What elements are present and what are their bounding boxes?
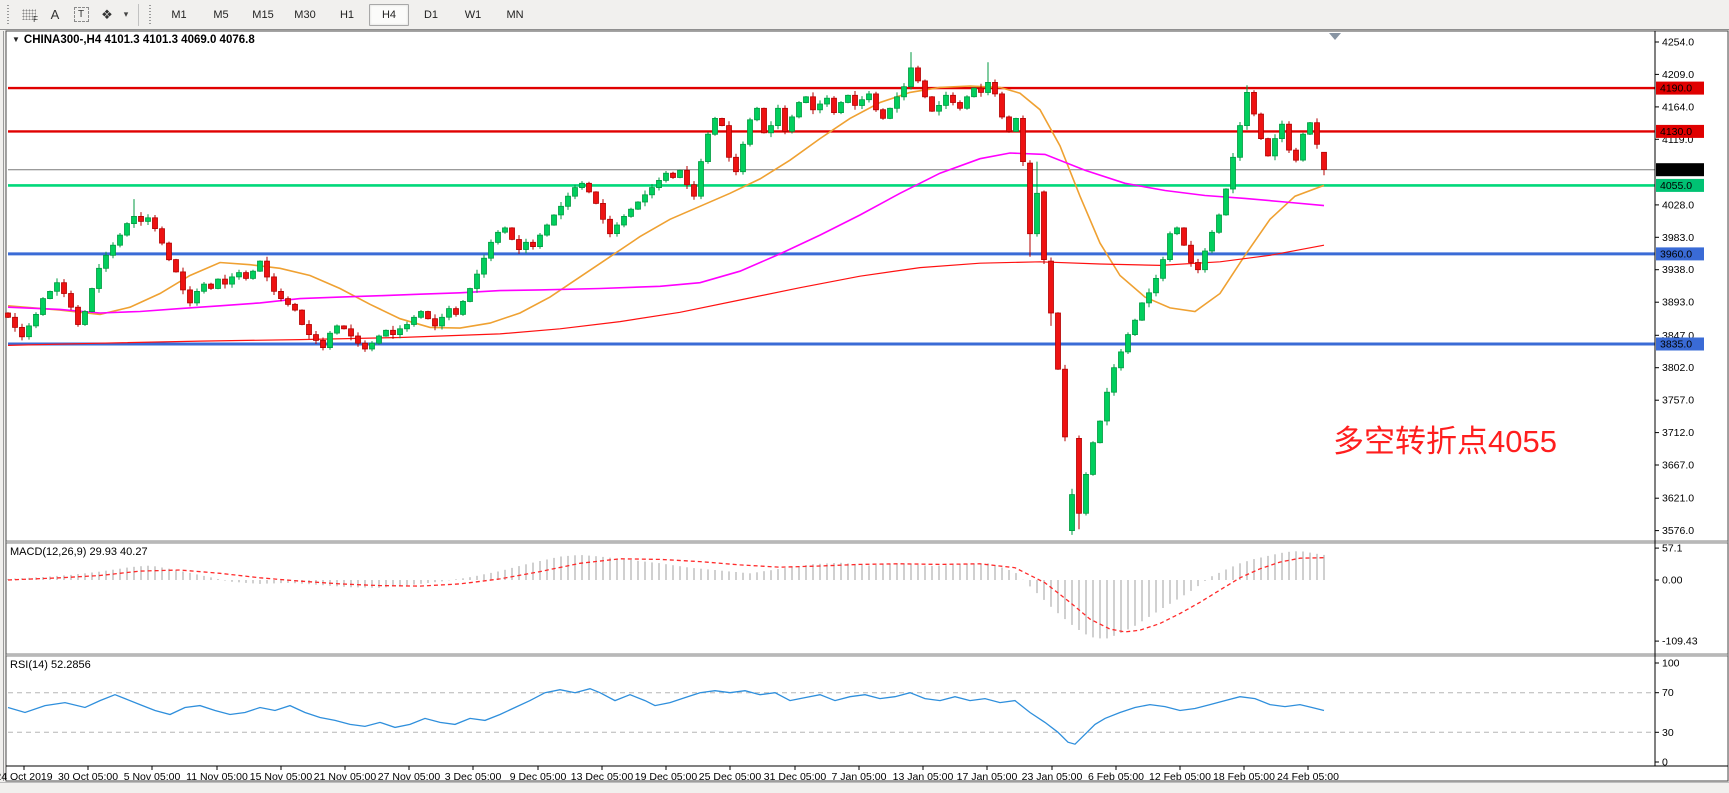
svg-text:3621.0: 3621.0 [1662,493,1694,505]
svg-text:6 Feb 05:00: 6 Feb 05:00 [1088,771,1144,783]
rsi-layer [7,688,1655,745]
ma-orange [7,85,1325,329]
timeframe-drag-grip[interactable] [149,4,154,25]
svg-text:4254.0: 4254.0 [1662,37,1694,49]
svg-text:3983.0: 3983.0 [1662,232,1694,244]
svg-text:7 Jan 05:00: 7 Jan 05:00 [832,771,887,783]
svg-text:5 Nov 05:00: 5 Nov 05:00 [124,771,181,783]
svg-text:3757.0: 3757.0 [1662,395,1694,407]
svg-text:12 Feb 05:00: 12 Feb 05:00 [1149,771,1211,783]
svg-text:3835.0: 3835.0 [1660,339,1692,351]
candles-layer [5,52,1327,535]
rsi-indicator-label: RSI(14) 52.2856 [10,659,91,671]
svg-text:-109.43: -109.43 [1662,636,1698,648]
macd-layer [7,551,1325,639]
svg-text:31 Dec 05:00: 31 Dec 05:00 [764,771,827,783]
svg-text:4190.0: 4190.0 [1660,83,1692,95]
price-badge-4190.0 [1656,81,1704,95]
svg-text:27 Nov 05:00: 27 Nov 05:00 [378,771,441,783]
timeframe-m5[interactable]: M5 [213,8,229,21]
svg-text:3960.0: 3960.0 [1660,248,1692,260]
svg-text:15 Nov 05:00: 15 Nov 05:00 [250,771,313,783]
svg-text:4209.0: 4209.0 [1662,69,1694,81]
price-badge-3835.0 [1656,337,1704,351]
svg-text:24 Feb 05:00: 24 Feb 05:00 [1277,771,1339,783]
svg-text:9 Dec 05:00: 9 Dec 05:00 [510,771,567,783]
chevron-down-icon: ▾ [123,9,129,19]
chart-title-text: CHINA300-,H4 4101.3 4101.3 4069.0 4076.8 [23,34,255,46]
svg-text:3667.0: 3667.0 [1662,460,1694,472]
svg-text:30: 30 [1662,727,1674,739]
svg-text:23 Jan 05:00: 23 Jan 05:00 [1022,771,1083,783]
timeframe-w1[interactable]: W1 [464,8,482,21]
macd-indicator-label: MACD(12,26,9) 29.93 40.27 [10,546,148,558]
svg-text:0: 0 [1662,757,1668,769]
text-label-button[interactable]: T [69,4,93,26]
chart-shift-marker-icon[interactable] [1329,33,1341,40]
toolbar-separator [138,3,139,26]
svg-text:24 Oct 2019: 24 Oct 2019 [0,771,53,783]
svg-text:25 Dec 05:00: 25 Dec 05:00 [699,771,762,783]
svg-text:4028.0: 4028.0 [1662,199,1694,211]
cursor-tools-button[interactable]: ❖ [95,4,119,26]
chart-window-frame [3,30,1729,782]
svg-text:13 Jan 05:00: 13 Jan 05:00 [893,771,954,783]
svg-text:4055.0: 4055.0 [1660,180,1692,192]
timeframe-m15[interactable]: M15 [252,8,274,21]
svg-text:57.1: 57.1 [1662,543,1683,555]
svg-text:4164.0: 4164.0 [1662,101,1694,113]
chart-dropdown-marker-icon[interactable]: ▼ [12,35,20,44]
ma-magenta [7,152,1325,314]
svg-text:3 Dec 05:00: 3 Dec 05:00 [445,771,502,783]
svg-text:13 Dec 05:00: 13 Dec 05:00 [571,771,634,783]
svg-text:18 Feb 05:00: 18 Feb 05:00 [1213,771,1275,783]
svg-text:30 Oct 05:00: 30 Oct 05:00 [58,771,118,783]
timeframe-m1[interactable]: M1 [171,8,187,21]
status-bar [0,782,1729,793]
chart-title: ▼ CHINA300-,H4 4101.3 4101.3 4069.0 4076.… [12,34,255,46]
svg-text:4130.0: 4130.0 [1660,126,1692,138]
svg-text:3893.0: 3893.0 [1662,297,1694,309]
svg-text:21 Nov 05:00: 21 Nov 05:00 [314,771,377,783]
timeframe-d1[interactable]: D1 [423,8,439,21]
svg-text:11 Nov 05:00: 11 Nov 05:00 [186,771,248,783]
toolbar-drag-grip[interactable] [7,4,12,25]
svg-text:17 Jan 05:00: 17 Jan 05:00 [957,771,1018,783]
svg-text:3712.0: 3712.0 [1662,427,1694,439]
text-label-icon: T [73,7,89,22]
svg-text:19 Dec 05:00: 19 Dec 05:00 [635,771,698,783]
axes-layer: 4254.04209.04164.04119.04028.03983.03938… [0,31,1728,783]
rsi-line [7,688,1325,745]
svg-text:0.00: 0.00 [1662,575,1683,587]
svg-text:3576.0: 3576.0 [1662,525,1694,537]
svg-text:3938.0: 3938.0 [1662,264,1694,276]
timeframe-h1[interactable]: H1 [339,8,355,21]
price-badge-4076.8 [1656,163,1704,177]
snap-grid-button[interactable]: F [17,4,41,26]
cursor-tools-icon: ❖ [101,6,113,22]
svg-text:100: 100 [1662,658,1680,670]
price-badge-4130.0 [1656,124,1704,138]
tools-dropdown-button[interactable]: ▾ [121,4,131,26]
timeframe-h4[interactable]: H4 [369,3,409,26]
chart-text-annotation[interactable]: 多空转折点4055 [1333,424,1557,459]
grid-icon: F [22,9,38,24]
price-badge-4055.0 [1656,178,1704,192]
timeframe-mn[interactable]: MN [506,8,524,21]
font-a-icon: A [50,7,60,22]
svg-text:3802.0: 3802.0 [1662,362,1694,374]
macd-signal-line [7,557,1325,633]
toolbar: F A T ❖ ▾ M1 M5 M15 M30 H1 H4 D1 W1 MN [0,0,1729,30]
svg-text:70: 70 [1662,687,1674,699]
font-tool-button[interactable]: A [43,4,67,26]
timeframe-m30[interactable]: M30 [294,8,316,21]
svg-text:4076.8: 4076.8 [1660,164,1692,176]
price-badge-3960.0 [1656,247,1704,261]
